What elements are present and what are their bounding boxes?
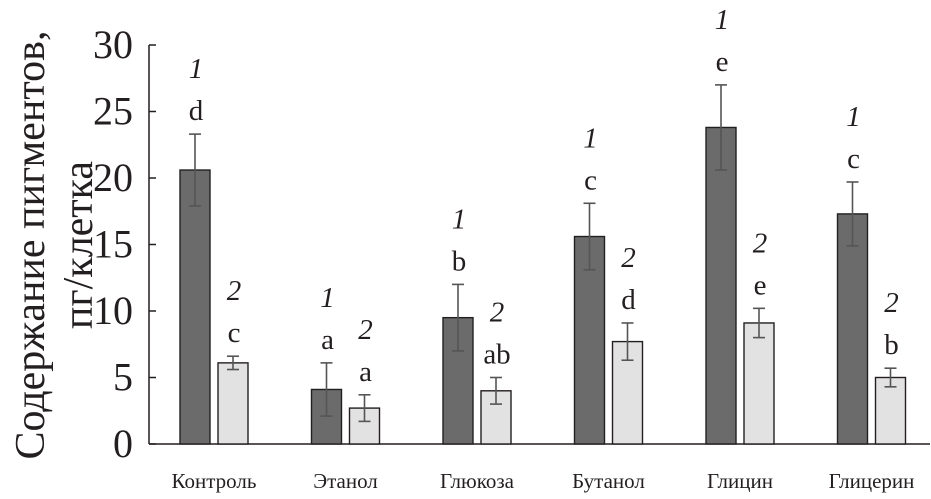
series-number-label: 1 [846,101,861,133]
significance-letter: b [884,329,899,361]
series-number-label: 2 [621,242,636,274]
significance-letter: a [321,324,334,356]
series-number-label: 2 [490,297,505,329]
series-number-label: 2 [753,227,768,259]
y-axis-label: Содержание пигментов, пг/клетка [8,30,102,459]
significance-letter: d [621,284,636,316]
significance-letter: a [359,356,372,388]
x-tick-label: Этанол [313,469,378,493]
y-tick-label: 5 [113,355,133,400]
x-tick-label: Глицин [707,469,773,493]
y-tick-label: 30 [93,22,133,67]
y-tick-label: 25 [93,89,133,134]
significance-letter: c [228,317,241,349]
bar-series-1 [705,126,737,445]
y-tick-label: 20 [93,155,133,200]
axes: 0 5 10 15 20 25 30 Контроль Этанол Глюкоза Бутанол… [93,22,930,493]
significance-letter: d [189,95,204,127]
series-number-label: 2 [884,287,899,319]
bar-series-2 [217,362,249,445]
x-tick-label: Бутанол [572,469,645,493]
bars [179,84,907,445]
series-number-label: 1 [583,122,598,154]
significance-letter: e [716,46,729,78]
series-number-label: 1 [320,282,335,314]
y-tick-label: 15 [93,222,133,267]
bar-series-2 [743,322,775,445]
x-tick-label: Глюкоза [440,469,515,493]
series-number-label: 1 [715,4,730,36]
bar-series-1 [179,169,211,445]
bar-series-2 [874,376,907,445]
bar-series-1 [836,213,869,445]
x-tick-label: Контроль [172,469,257,493]
series-number-label: 2 [227,275,242,307]
series-number-label: 1 [189,53,204,85]
significance-letter: c [847,143,860,175]
significance-letter: e [754,269,767,301]
series-number-label: 1 [452,203,467,235]
significance-letter: b [452,245,467,277]
y-axis-label-line-2: пг/клетка [56,161,102,330]
significance-letter: c [584,164,597,196]
significance-letter: ab [483,339,510,371]
y-axis-label-line-1: Содержание пигментов, [8,30,54,459]
y-tick-label: 0 [113,421,133,466]
series-number-label: 2 [358,314,373,346]
x-tick-label: Глицерин [829,469,915,493]
y-tick-label: 10 [93,288,133,333]
